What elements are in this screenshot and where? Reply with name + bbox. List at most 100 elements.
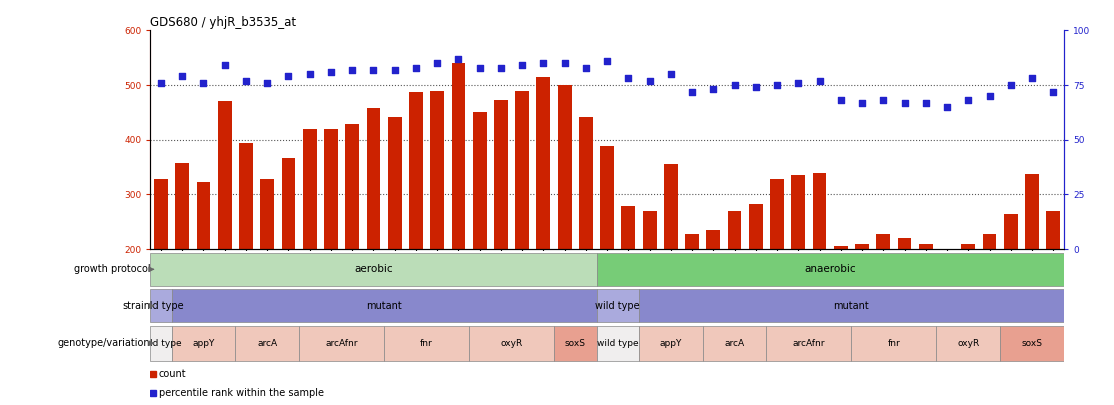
Point xyxy=(853,99,871,106)
Point xyxy=(1001,82,1019,88)
Bar xyxy=(537,77,550,249)
Bar xyxy=(622,207,635,249)
Point xyxy=(301,71,319,77)
Bar xyxy=(639,326,703,360)
Bar xyxy=(388,117,402,249)
Bar xyxy=(172,326,235,360)
Text: oxyR: oxyR xyxy=(957,339,979,348)
Text: appY: appY xyxy=(659,339,682,348)
Bar xyxy=(877,234,890,249)
Text: mutant: mutant xyxy=(367,301,402,311)
Bar xyxy=(240,143,253,249)
Bar xyxy=(791,175,805,249)
Point xyxy=(450,55,468,62)
Bar xyxy=(770,179,784,249)
Bar xyxy=(451,63,466,249)
Point xyxy=(790,80,808,86)
Text: appY: appY xyxy=(193,339,215,348)
Bar xyxy=(919,243,932,249)
Bar xyxy=(766,326,851,360)
Point xyxy=(343,66,361,73)
Point xyxy=(428,60,446,66)
Point xyxy=(280,73,297,79)
Point xyxy=(1044,88,1062,95)
Point xyxy=(874,97,892,104)
Bar xyxy=(600,146,614,249)
Text: wild type: wild type xyxy=(139,301,184,311)
Text: wild type: wild type xyxy=(140,339,182,348)
Text: growth protocol: growth protocol xyxy=(74,264,150,274)
Text: arcA: arcA xyxy=(724,339,744,348)
Bar xyxy=(1004,213,1018,249)
Bar xyxy=(494,100,508,249)
Bar xyxy=(1046,211,1061,249)
Bar xyxy=(596,289,639,322)
Text: GDS680 / yhjR_b3535_at: GDS680 / yhjR_b3535_at xyxy=(150,16,296,29)
Bar xyxy=(324,129,338,249)
Bar xyxy=(430,91,444,249)
Bar xyxy=(150,253,596,286)
Point xyxy=(385,66,403,73)
Bar xyxy=(643,211,656,249)
Bar xyxy=(345,124,359,249)
Bar xyxy=(384,326,469,360)
Text: soxS: soxS xyxy=(1022,339,1043,348)
Bar xyxy=(579,117,593,249)
Point xyxy=(577,64,595,71)
Point xyxy=(153,80,170,86)
Point xyxy=(407,64,424,71)
Text: fnr: fnr xyxy=(420,339,433,348)
Point xyxy=(811,77,829,84)
Bar xyxy=(516,91,529,249)
Bar xyxy=(664,164,677,249)
Text: arcAfnr: arcAfnr xyxy=(793,339,825,348)
Bar xyxy=(282,158,295,249)
Bar xyxy=(175,163,189,249)
Text: aerobic: aerobic xyxy=(354,264,393,274)
Bar xyxy=(235,326,299,360)
Bar xyxy=(150,326,172,360)
Point xyxy=(556,60,574,66)
Bar xyxy=(172,289,596,322)
Point xyxy=(1023,75,1040,82)
Bar xyxy=(937,326,1000,360)
Text: wild type: wild type xyxy=(596,301,641,311)
Text: soxS: soxS xyxy=(565,339,586,348)
Point xyxy=(598,58,616,64)
Point xyxy=(896,99,913,106)
Point xyxy=(471,64,489,71)
Text: oxyR: oxyR xyxy=(500,339,522,348)
Text: wild type: wild type xyxy=(597,339,638,348)
Bar xyxy=(299,326,384,360)
Bar xyxy=(727,211,742,249)
Text: arcA: arcA xyxy=(257,339,277,348)
Bar xyxy=(154,179,168,249)
Bar xyxy=(749,204,763,249)
Bar xyxy=(940,249,954,301)
Text: count: count xyxy=(159,369,186,379)
Bar xyxy=(218,101,232,249)
Bar xyxy=(961,243,975,249)
Bar xyxy=(596,253,1064,286)
Point xyxy=(917,99,935,106)
Bar xyxy=(558,85,571,249)
Point xyxy=(322,69,340,75)
Point xyxy=(746,84,764,90)
Bar xyxy=(367,108,380,249)
Point xyxy=(216,62,234,68)
Point xyxy=(514,62,531,68)
Point xyxy=(641,77,658,84)
Point xyxy=(704,86,722,93)
Bar xyxy=(703,326,766,360)
Bar xyxy=(554,326,596,360)
Point xyxy=(725,82,743,88)
Point xyxy=(980,93,998,99)
Point xyxy=(959,97,977,104)
Bar xyxy=(851,326,937,360)
Bar xyxy=(303,129,316,249)
Point xyxy=(492,64,510,71)
Point xyxy=(683,88,701,95)
Bar xyxy=(983,234,996,249)
Text: anaerobic: anaerobic xyxy=(804,264,856,274)
Text: fnr: fnr xyxy=(888,339,900,348)
